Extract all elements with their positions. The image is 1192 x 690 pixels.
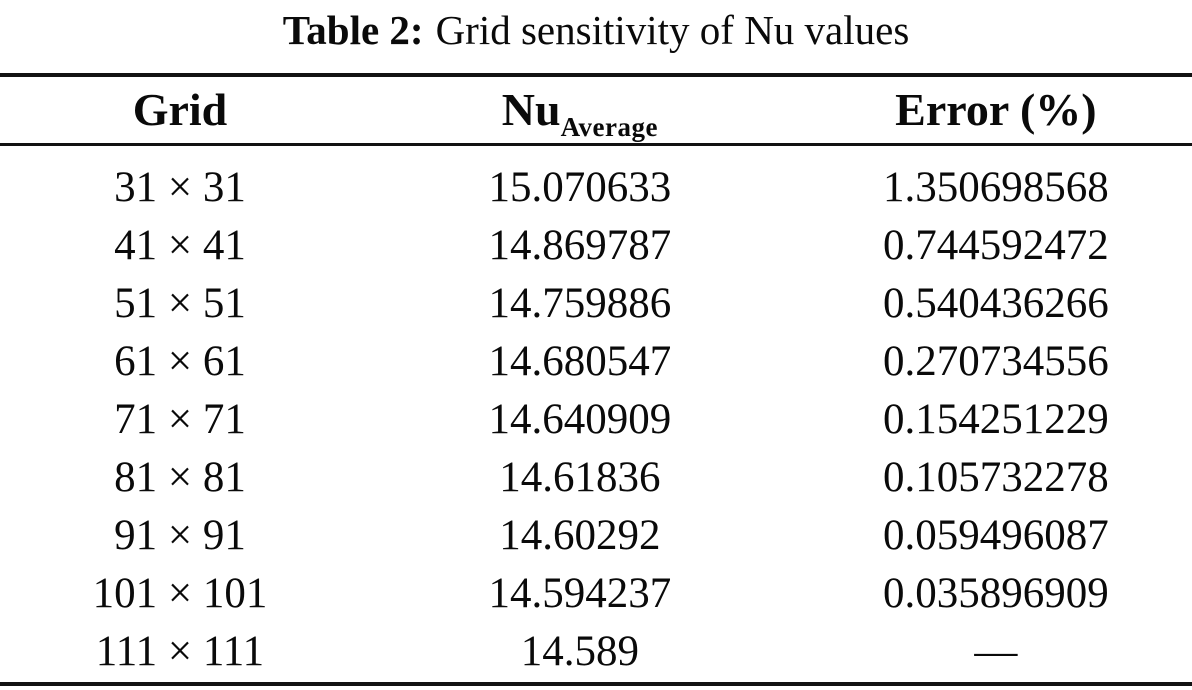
table-row: 91 × 91 14.60292 0.059496087 [0,507,1192,565]
table-header-rule [0,143,1192,146]
error-cell: 1.350698568 [883,163,1109,211]
grid-cell: 61 × 61 [114,337,246,385]
error-cell: 0.270734556 [883,337,1109,385]
column-header-grid: Grid [132,84,228,135]
table-caption-label: Table 2: [282,7,424,53]
error-cell: 0.744592472 [883,221,1109,269]
error-cell: 0.154251229 [883,395,1109,443]
table-row: 111 × 111 14.589 — [0,623,1192,681]
table-row: 31 × 31 15.070633 1.350698568 [0,158,1192,216]
error-cell: — [974,628,1018,676]
grid-cell: 41 × 41 [114,221,246,269]
nu-cell: 15.070633 [488,163,672,211]
grid-cell: 81 × 81 [114,454,246,502]
error-cell: 0.035896909 [883,570,1109,618]
table-bottom-rule [0,682,1192,686]
error-cell: 0.540436266 [883,279,1109,327]
table-row: 51 × 51 14.759886 0.540436266 [0,274,1192,332]
nu-cell: 14.869787 [488,221,672,269]
nu-cell: 14.61836 [499,454,661,502]
grid-cell: 51 × 51 [114,279,246,327]
nu-cell: 14.589 [520,628,640,676]
column-header-error: Error (%) [895,84,1097,135]
nu-cell: 14.60292 [499,512,661,560]
table-header-row: Grid NuAverage Error (%) [0,77,1192,142]
table-caption-text: Grid sensitivity of Nu values [435,7,910,53]
nu-cell: 14.594237 [488,570,672,618]
grid-cell: 111 × 111 [95,628,265,676]
nu-header-base: Nu [501,84,561,135]
table-row: 101 × 101 14.594237 0.035896909 [0,565,1192,623]
grid-cell: 71 × 71 [114,395,246,443]
nu-header-subscript: Average [560,112,659,142]
table-row: 41 × 41 14.869787 0.744592472 [0,216,1192,274]
table-top-rule [0,73,1192,77]
table-caption: Table 2: Grid sensitivity of Nu values [0,4,1192,56]
nu-cell: 14.759886 [488,279,672,327]
grid-cell: 101 × 101 [92,570,268,618]
column-header-nu-average: NuAverage [360,83,800,142]
table-row: 71 × 71 14.640909 0.154251229 [0,390,1192,448]
nu-cell: 14.640909 [488,395,672,443]
table-body: 31 × 31 15.070633 1.350698568 41 × 41 14… [0,146,1192,681]
nu-cell: 14.680547 [488,337,672,385]
grid-cell: 31 × 31 [114,163,246,211]
grid-cell: 91 × 91 [114,512,246,560]
table-row: 61 × 61 14.680547 0.270734556 [0,332,1192,390]
table-row: 81 × 81 14.61836 0.105732278 [0,448,1192,506]
error-cell: 0.105732278 [883,454,1109,502]
error-cell: 0.059496087 [883,512,1109,560]
